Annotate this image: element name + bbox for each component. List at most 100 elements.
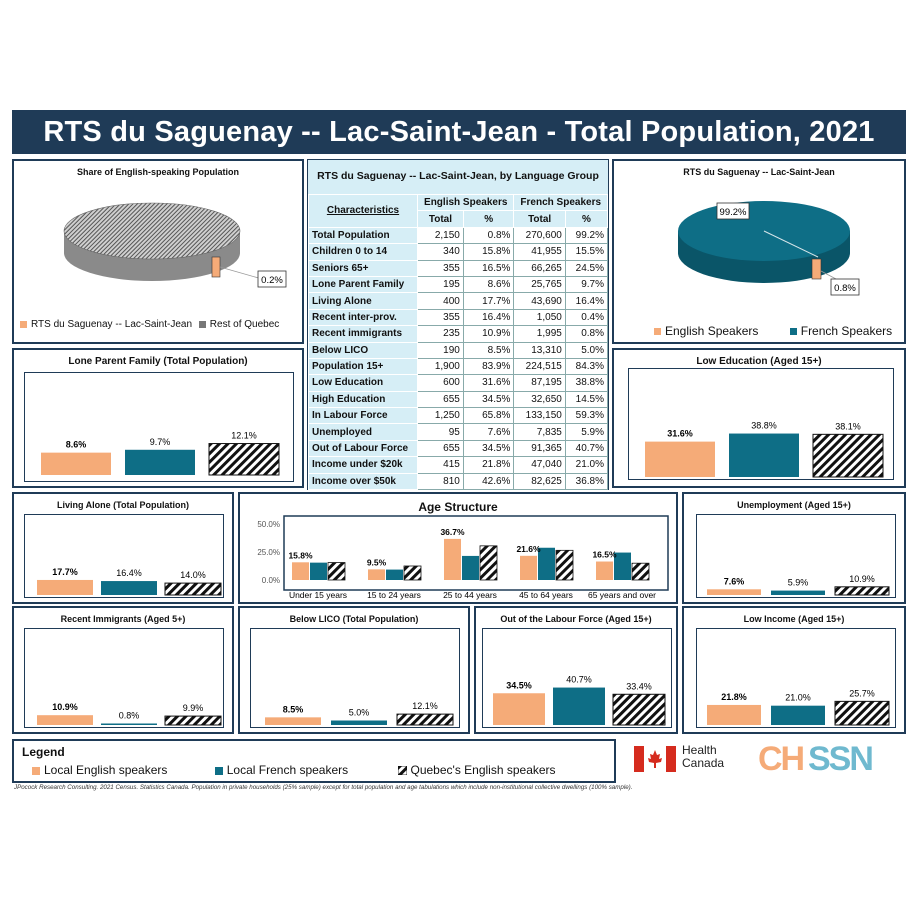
plot-area: 10.9% 0.8% 9.9% [24,628,224,728]
low-income-panel: Low Income (Aged 15+) 21.8% 21.0% 25.7% [682,606,906,734]
panel-title: Lone Parent Family (Total Population) [68,356,248,367]
age-structure-title: Age Structure [418,500,498,514]
en-pct-cell: 17.7% [462,292,515,310]
legend-items: Local English speakers Local French spea… [32,763,556,777]
en-pct-cell: 15.8% [462,243,515,261]
bar-chart: 21.8% 21.0% 25.7% [707,688,890,726]
table-row: Out of Labour Force 655 34.5% 91,365 40.7% [308,439,609,458]
low-education-panel: Low Education (Aged 15+) 31.6% 38.8% 38.1% [612,348,906,488]
fr-pct-cell: 16.4% [564,292,609,310]
bar-local-french [614,552,631,580]
fr-total-cell: 32,650 [513,390,566,409]
table-header-fr-total: Total [513,210,566,228]
legend-swatch-french [214,766,223,775]
row-label: Total Population [308,226,418,245]
lang-legend-english: English Speakers [665,324,759,338]
fr-pct-cell: 14.5% [564,390,609,409]
data-label: 21.8% [721,692,747,702]
row-label: In Labour Force [308,407,418,425]
lang-callout-small: 0.8% [834,283,856,294]
recent-immigrants-panel: Recent Immigrants (Aged 5+) 10.9% 0.8% 9.9% [12,606,234,734]
panel-title: Low Education (Aged 15+) [696,356,822,367]
data-label: 0.8% [119,711,140,721]
row-label: Income under $20k [308,456,418,474]
table-header-english: English Speakers [416,193,515,212]
x-tick-label: 65 years and over [588,590,656,600]
bar-local-french [771,705,825,725]
y-tick-label: 50.0% [257,520,280,529]
data-label: 16.4% [116,568,142,578]
share-legend-rest: Rest of Quebec [209,319,280,330]
bar-local-french [101,723,157,725]
table-row: Children 0 to 14 340 15.8% 41,955 15.5% [308,243,609,261]
legend-swatch-english [32,766,40,775]
en-pct-cell: 83.9% [462,357,515,376]
en-total-cell: 1,900 [417,357,464,376]
en-pct-cell: 42.6% [462,472,515,491]
bar-quebec-english [631,562,650,581]
en-total-cell: 1,250 [417,407,464,425]
bar-chart: 17.7% 16.4% 14.0% [37,567,222,596]
svg-text:SSN: SSN [808,740,872,778]
y-tick-label: 0.0% [262,576,280,585]
table-row: Seniors 65+ 355 16.5% 66,265 24.5% [308,259,609,277]
data-label: 40.7% [566,675,592,685]
en-total-cell: 2,150 [417,226,464,245]
en-total-cell: 340 [417,243,464,261]
table-row: Unemployed 95 7.6% 7,835 5.9% [308,423,609,441]
panel-title: Living Alone (Total Population) [57,500,189,510]
bar-local-english [520,555,537,580]
table-row: Income under $20k 415 21.8% 47,040 21.0% [308,456,609,474]
bar-chart: 31.6% 38.8% 38.1% [645,421,884,478]
age-plot-area [283,515,669,591]
data-label: 34.5% [506,680,532,690]
health-canada-logo: Health Canada [632,744,742,778]
bar-local-french [553,687,605,725]
row-label: Income over $50k [308,472,418,491]
data-label: 10.9% [52,702,78,712]
bar-local-french [310,562,327,580]
bar-quebec-english [396,713,454,726]
svg-text:CH: CH [758,740,804,778]
en-total-cell: 400 [417,292,464,310]
data-label: 25.7% [849,688,875,698]
out-of-labour-force-panel: Out of the Labour Force (Aged 15+) 34.5% 4… [474,606,678,734]
x-tick-label: Under 15 years [289,590,347,600]
age-structure-panel: Age Structure 0.0% 25.0% 50.0% 15.8% Under 1… [238,492,678,604]
bar-local-english [596,561,613,580]
plot-area: 7.6% 5.9% 10.9% [696,514,896,598]
bar-quebec-english [834,700,890,726]
data-label: 10.9% [849,574,875,584]
data-label: 9.9% [183,703,204,713]
share-legend: RTS du Saguenay -- Lac-Saint-Jean Rest o… [20,319,279,330]
fr-pct-cell: 59.3% [564,407,609,425]
language-group-table: RTS du Saguenay -- Lac-Saint-Jean, by La… [307,159,609,491]
fr-total-cell: 47,040 [513,456,566,474]
bar-chart: 8.5% 5.0% 12.1% [265,701,454,726]
en-total-cell: 235 [417,325,464,343]
en-pct-cell: 34.5% [462,390,515,409]
data-label: 15.8% [288,550,313,560]
table-row: In Labour Force 1,250 65.8% 133,150 59.3% [308,407,609,425]
table-header-french: French Speakers [513,193,608,212]
table-row: Total Population 2,150 0.8% 270,600 99.2% [308,226,609,245]
bar-local-english [368,569,385,580]
en-pct-cell: 31.6% [462,374,515,392]
plot-area: 34.5% 40.7% 33.4% [482,628,672,728]
panel-title: Below LICO (Total Population) [289,614,419,624]
plot-area: 8.6% 9.7% 12.1% [24,372,294,482]
data-label: 12.1% [231,431,257,441]
bar-local-english [292,562,309,580]
data-label: 5.0% [349,708,370,718]
fr-total-cell: 82,625 [513,472,566,491]
data-label: 5.9% [788,578,809,588]
fr-total-cell: 7,835 [513,423,566,441]
chssn-logo: CH SSN [758,740,874,778]
bar-chart: 10.9% 0.8% 9.9% [37,702,222,726]
bar-quebec-english [555,549,574,581]
bar-local-french [125,449,195,475]
row-label: Unemployed [308,423,418,441]
panel-title: Low Income (Aged 15+) [743,614,845,624]
en-pct-cell: 7.6% [462,423,515,441]
data-label: 21.6% [516,544,541,554]
